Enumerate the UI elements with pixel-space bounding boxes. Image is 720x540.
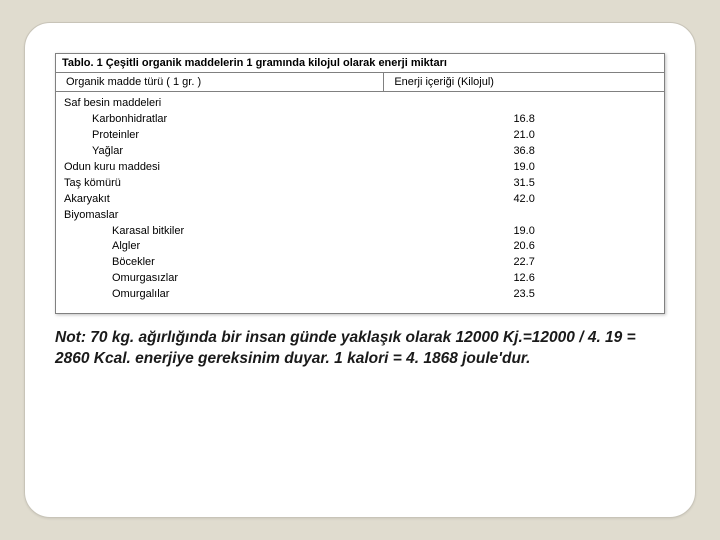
slide-card: Tablo. 1 Çeşitli organik maddelerin 1 gr… bbox=[24, 22, 696, 518]
table-value: 31.5 bbox=[384, 176, 664, 192]
table-row: Taş kömürü bbox=[64, 176, 384, 192]
table-col-labels: Saf besin maddeleri Karbonhidratlar Prot… bbox=[56, 96, 384, 303]
table-title: Tablo. 1 Çeşitli organik maddelerin 1 gr… bbox=[56, 54, 664, 73]
table-row: Saf besin maddeleri bbox=[64, 96, 384, 112]
table-header-row: Organik madde türü ( 1 gr. ) Enerji içer… bbox=[56, 73, 664, 92]
footnote: Not: 70 kg. ağırlığında bir insan günde … bbox=[55, 328, 665, 370]
table-value: 42.0 bbox=[384, 192, 664, 208]
table-row: Algler bbox=[64, 239, 384, 255]
table-col-values: 16.8 21.0 36.8 19.0 31.5 42.0 19.0 20.6 … bbox=[384, 96, 664, 303]
col-header-right: Enerji içeriği (Kilojul) bbox=[384, 73, 664, 91]
table-row: Odun kuru maddesi bbox=[64, 160, 384, 176]
table-value bbox=[384, 208, 664, 224]
table-row: Omurgasızlar bbox=[64, 271, 384, 287]
col-header-left: Organik madde türü ( 1 gr. ) bbox=[56, 73, 384, 91]
table-value: 21.0 bbox=[384, 128, 664, 144]
table-value: 19.0 bbox=[384, 224, 664, 240]
table-row: Böcekler bbox=[64, 255, 384, 271]
table-value: 19.0 bbox=[384, 160, 664, 176]
table-value: 23.5 bbox=[384, 287, 664, 303]
table-body: Saf besin maddeleri Karbonhidratlar Prot… bbox=[56, 92, 664, 313]
table-row: Yağlar bbox=[64, 144, 384, 160]
table-row: Omurgalılar bbox=[64, 287, 384, 303]
table-value: 36.8 bbox=[384, 144, 664, 160]
table-row: Proteinler bbox=[64, 128, 384, 144]
table-value: 22.7 bbox=[384, 255, 664, 271]
table-row: Akaryakıt bbox=[64, 192, 384, 208]
table-row: Karbonhidratlar bbox=[64, 112, 384, 128]
energy-table: Tablo. 1 Çeşitli organik maddelerin 1 gr… bbox=[55, 53, 665, 314]
table-row: Biyomaslar bbox=[64, 208, 384, 224]
table-row: Karasal bitkiler bbox=[64, 224, 384, 240]
table-value: 20.6 bbox=[384, 239, 664, 255]
table-value bbox=[384, 96, 664, 112]
table-value: 12.6 bbox=[384, 271, 664, 287]
table-value: 16.8 bbox=[384, 112, 664, 128]
